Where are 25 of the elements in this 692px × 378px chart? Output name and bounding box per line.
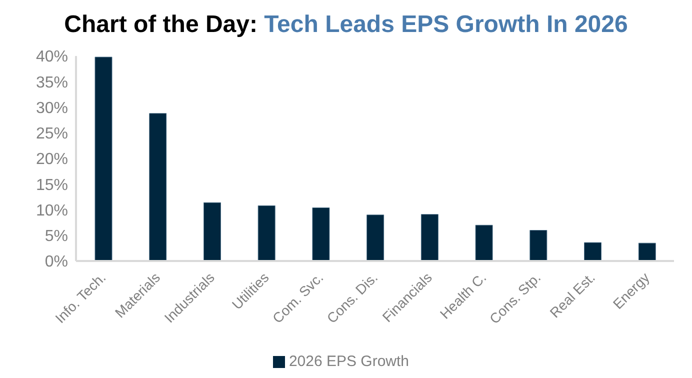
y-tick-label: 35% xyxy=(36,74,68,92)
y-tick-label: 40% xyxy=(36,48,68,66)
bar xyxy=(638,242,656,261)
x-tick-label: Com. Svc. xyxy=(269,269,326,326)
y-tick-label: 20% xyxy=(36,151,68,168)
bar xyxy=(366,214,384,261)
legend-label: 2026 EPS Growth xyxy=(288,353,410,370)
bar xyxy=(584,242,602,261)
y-tick-label: 5% xyxy=(44,228,68,246)
y-tick-label: 25% xyxy=(36,126,68,143)
bar xyxy=(420,214,438,261)
y-tick-label: 0% xyxy=(44,254,68,271)
y-tick-label: 30% xyxy=(36,100,68,117)
y-tick-label: 15% xyxy=(36,176,68,194)
chart-title: Chart of the Day: xyxy=(64,11,258,38)
bar xyxy=(94,56,112,261)
y-tick-label: 10% xyxy=(36,202,68,220)
bar xyxy=(530,230,548,261)
x-tick-label: Info. Tech. xyxy=(52,269,109,326)
bar xyxy=(312,207,330,261)
bar xyxy=(149,113,167,261)
chart-subtitle: Tech Leads EPS Growth In 2026 xyxy=(264,11,628,38)
bar xyxy=(475,224,493,261)
bar xyxy=(258,205,276,261)
bar xyxy=(203,202,221,261)
